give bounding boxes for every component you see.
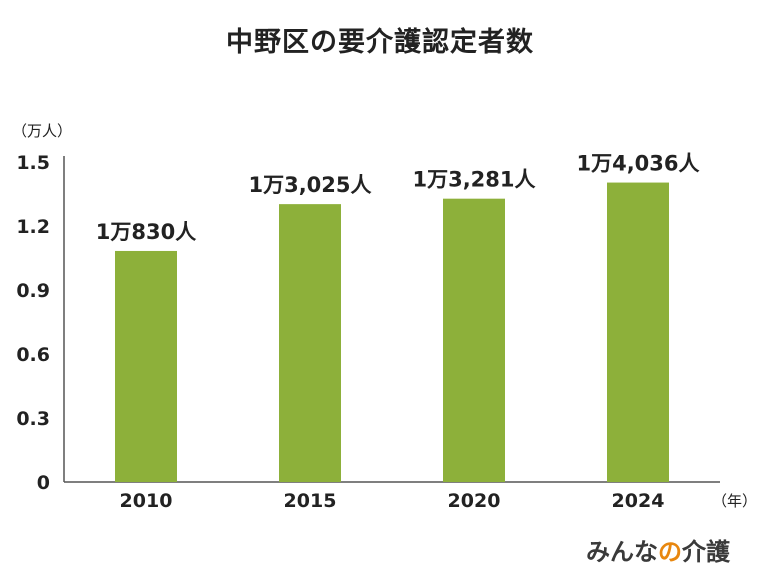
y-tick-label: 0.9 <box>16 280 50 302</box>
x-axis-unit: （年） <box>712 492 758 510</box>
logo-text-kaigo: 介護 <box>682 538 730 566</box>
bar-2010 <box>115 250 177 482</box>
y-axis-unit: （万人） <box>12 122 73 140</box>
data-label: 1万830人 <box>96 220 196 244</box>
data-label: 1万4,036人 <box>576 152 699 176</box>
y-tick-label: 1.5 <box>16 152 50 174</box>
x-tick-label: 2020 <box>448 490 501 512</box>
brand-logo: みんなの介護 <box>586 532 730 567</box>
x-tick-label: 2024 <box>612 490 665 512</box>
y-tick-label: 0.3 <box>16 408 50 430</box>
data-label: 1万3,025人 <box>248 173 371 197</box>
chart-title: 中野区の要介護認定者数 <box>226 27 534 58</box>
y-tick-label: 0.6 <box>16 344 50 366</box>
y-tick-label: 1.2 <box>16 216 50 238</box>
logo-text-minna: みんな <box>586 538 658 566</box>
bar-2020 <box>443 198 505 482</box>
logo-text-no: の <box>658 538 682 566</box>
y-tick-label: 0 <box>37 472 50 494</box>
bar-2024 <box>607 182 669 482</box>
bar-2015 <box>279 204 341 482</box>
data-label: 1万3,281人 <box>412 168 535 192</box>
x-tick-label: 2015 <box>284 490 337 512</box>
x-tick-label: 2010 <box>120 490 173 512</box>
